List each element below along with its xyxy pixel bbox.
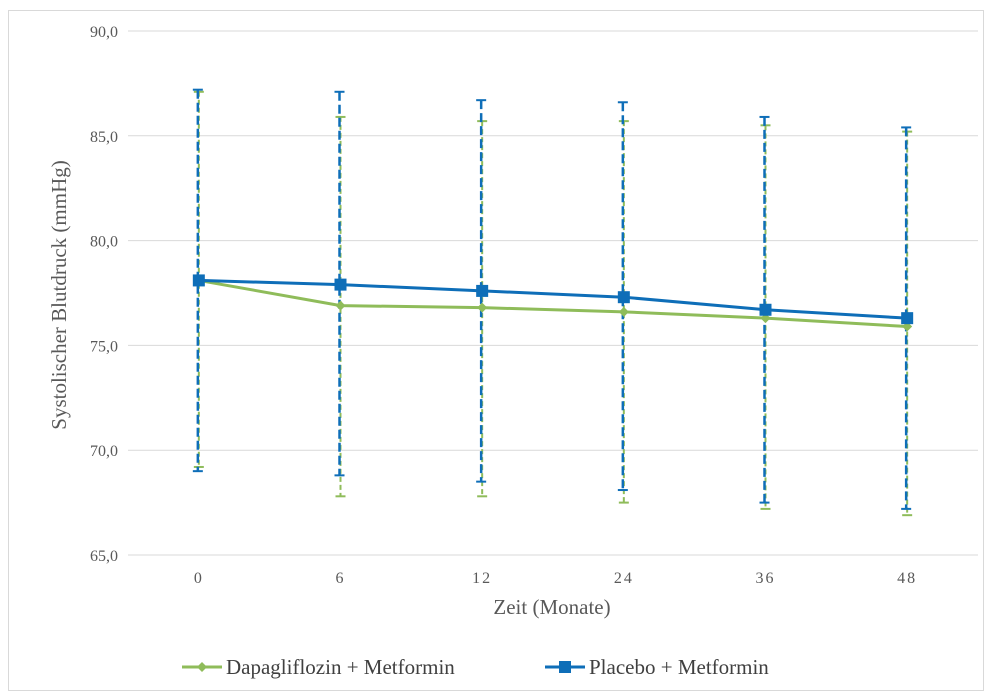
data-point	[334, 278, 347, 291]
error-bars	[192, 88, 913, 517]
y-tick-label: 75,0	[90, 338, 118, 355]
y-tick-label: 90,0	[90, 24, 118, 41]
data-point	[901, 312, 914, 325]
data-point	[477, 302, 488, 313]
x-tick-label: 0	[194, 570, 204, 587]
x-axis-ticks: 0 6 12 24 36 48	[194, 570, 917, 587]
y-axis-title: Systolischer Blutdruck (mmHg)	[47, 160, 71, 429]
series-markers	[192, 274, 914, 332]
x-tick-label: 24	[614, 570, 634, 587]
data-point	[476, 284, 489, 297]
x-tick-label: 6	[336, 570, 346, 587]
series-lines	[198, 278, 908, 329]
x-axis-title: Zeit (Monate)	[493, 595, 610, 619]
series-line	[198, 278, 908, 320]
legend: Dapagliflozin + Metformin Placebo + Metfo…	[182, 655, 769, 679]
data-point	[192, 274, 205, 287]
series-line	[198, 278, 908, 329]
x-tick-label: 48	[897, 570, 917, 587]
y-axis-ticks: 65,0 70,0 75,0 80,0 85,0 90,0	[90, 24, 118, 565]
legend-label: Placebo + Metformin	[589, 655, 769, 679]
legend-marker	[197, 662, 207, 672]
chart-frame	[8, 10, 984, 691]
data-point	[617, 291, 630, 304]
data-point	[759, 303, 772, 316]
gridlines	[128, 30, 978, 556]
data-point	[618, 306, 629, 317]
y-tick-label: 85,0	[90, 129, 118, 146]
legend-marker	[559, 661, 571, 673]
y-tick-label: 65,0	[90, 548, 118, 565]
x-tick-label: 12	[472, 570, 492, 587]
data-point	[335, 300, 346, 311]
y-tick-label: 70,0	[90, 443, 118, 460]
y-tick-label: 80,0	[90, 234, 118, 251]
x-tick-label: 36	[756, 570, 776, 587]
legend-label: Dapagliflozin + Metformin	[226, 655, 455, 679]
